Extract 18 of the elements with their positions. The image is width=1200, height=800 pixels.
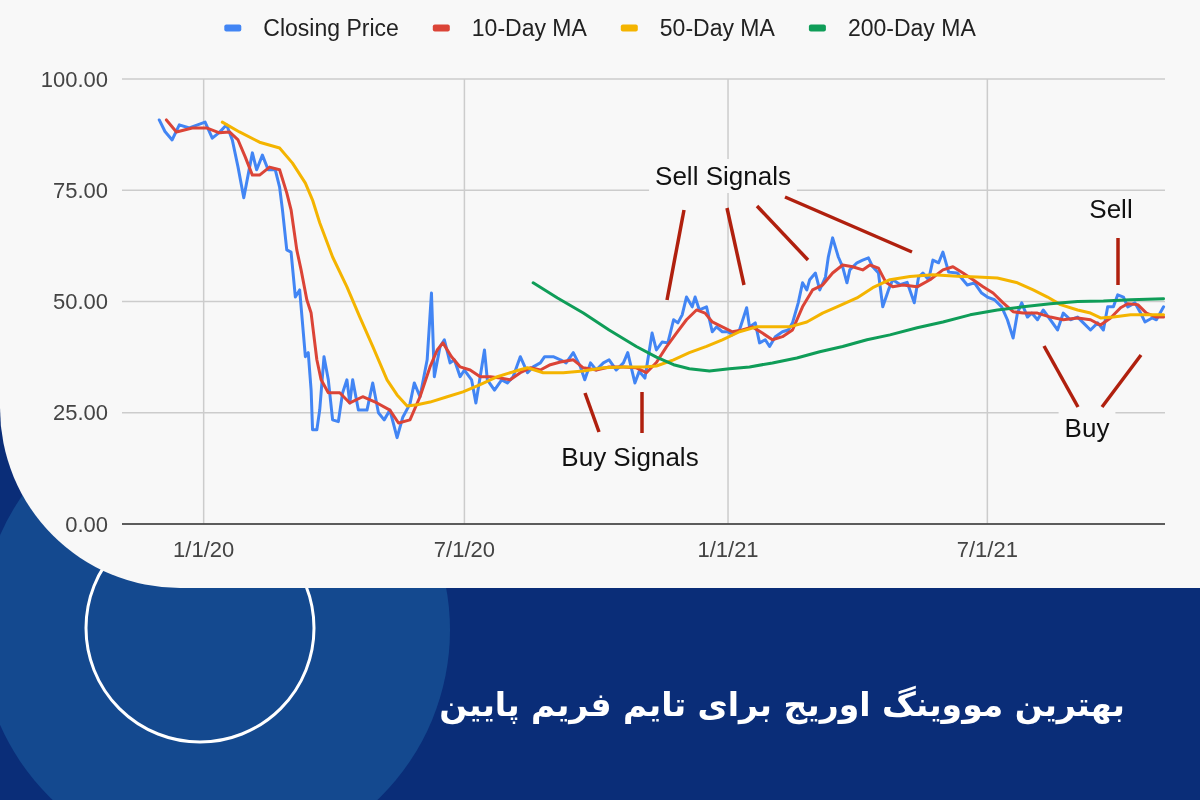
legend-label: 50-Day MA (659, 15, 776, 41)
legend-label: 10-Day MA (471, 15, 588, 41)
y-tick-label: 100.00 (40, 66, 108, 92)
x-tick-label: 1/1/20 (173, 536, 235, 562)
y-tick-label: 0.00 (65, 511, 108, 537)
annotation: Sell Signals (655, 161, 791, 191)
annotation: Buy Signals (561, 442, 699, 472)
legend-label: 200-Day MA (847, 15, 977, 41)
y-tick-label: 50.00 (52, 289, 108, 314)
title: بهترین مووینگ اوریج برای تایم فریم پایین (439, 684, 1125, 727)
x-tick-label: 7/1/21 (956, 536, 1018, 562)
x-tick-label: 7/1/20 (433, 536, 495, 562)
legend-label: Closing Price (263, 15, 399, 41)
y-tick-label: 75.00 (52, 177, 108, 203)
annotation: Sell (1089, 194, 1133, 224)
annotation: Buy (1064, 413, 1110, 443)
x-tick-label: 1/1/21 (697, 536, 759, 562)
y-tick-label: 25.00 (52, 400, 108, 426)
